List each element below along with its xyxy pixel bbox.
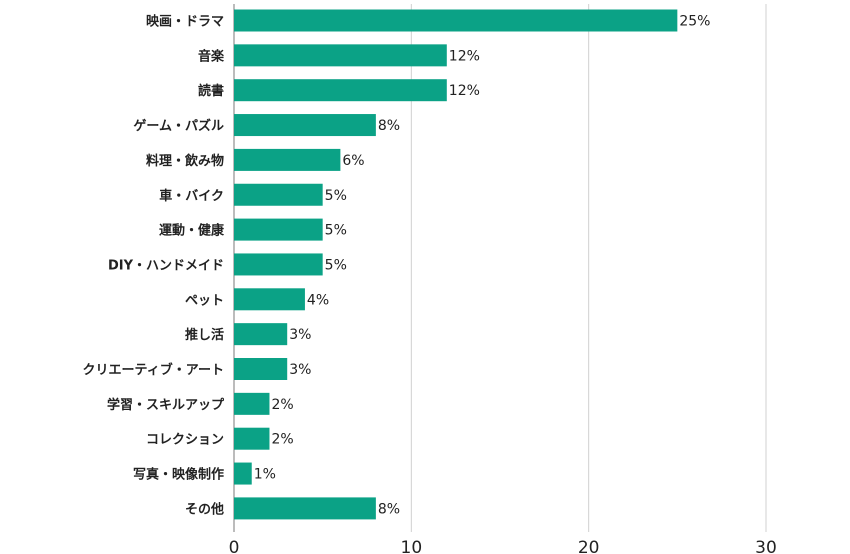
x-tick-label: 30 bbox=[755, 538, 777, 554]
value-label: 8% bbox=[378, 118, 400, 134]
value-label: 2% bbox=[271, 432, 293, 448]
category-label: 料理・飲み物 bbox=[146, 153, 224, 169]
bar bbox=[234, 9, 678, 32]
category-label: その他 bbox=[185, 501, 224, 517]
bar bbox=[234, 253, 323, 276]
bar bbox=[234, 323, 288, 346]
bar bbox=[234, 44, 447, 67]
bar bbox=[234, 427, 270, 450]
bar bbox=[234, 497, 376, 520]
value-label: 3% bbox=[289, 327, 311, 343]
x-axis-ticks: 0 10 20 30 bbox=[229, 538, 777, 554]
category-label: 写真・映像制作 bbox=[133, 467, 224, 483]
value-label: 12% bbox=[449, 83, 480, 99]
category-label: ゲーム・パズル bbox=[133, 118, 224, 134]
value-label: 5% bbox=[325, 188, 347, 204]
category-label: コレクション bbox=[146, 433, 224, 448]
bar bbox=[234, 183, 323, 206]
bar bbox=[234, 218, 323, 241]
value-label: 1% bbox=[254, 467, 276, 483]
bar bbox=[234, 79, 447, 102]
bars bbox=[234, 9, 678, 520]
value-label: 5% bbox=[325, 223, 347, 239]
bar bbox=[234, 358, 288, 380]
category-label: クリエーティブ・アート bbox=[83, 362, 224, 378]
value-label: 25% bbox=[679, 14, 710, 30]
category-label: 推し活 bbox=[185, 327, 224, 343]
bar bbox=[234, 288, 305, 311]
category-label: 運動・健康 bbox=[159, 223, 225, 239]
value-labels: 25% 12% 12% 8% 6% 5% 5% 5% 4% 3% 3% 2% 2% 1% 8% bbox=[254, 14, 711, 518]
bar bbox=[234, 462, 252, 485]
value-label: 6% bbox=[342, 153, 364, 169]
category-label: 車・バイク bbox=[159, 188, 224, 204]
value-label: 5% bbox=[325, 257, 347, 273]
x-tick-label: 0 bbox=[229, 538, 240, 554]
category-label: DIY・ハンドメイド bbox=[108, 258, 224, 273]
x-tick-label: 10 bbox=[401, 538, 423, 554]
value-label: 2% bbox=[271, 397, 293, 413]
x-tick-label: 20 bbox=[578, 538, 600, 554]
value-label: 4% bbox=[307, 292, 329, 308]
value-label: 3% bbox=[289, 362, 311, 378]
category-label: ペット bbox=[185, 293, 224, 308]
category-label: 映画・ドラマ bbox=[146, 14, 224, 30]
bar bbox=[234, 114, 376, 137]
category-label: 音楽 bbox=[198, 48, 225, 64]
value-label: 12% bbox=[449, 48, 480, 64]
bar bbox=[234, 392, 270, 415]
category-label: 学習・スキルアップ bbox=[107, 397, 225, 413]
value-label: 8% bbox=[378, 501, 400, 517]
category-label: 読書 bbox=[198, 83, 224, 99]
bar bbox=[234, 148, 341, 171]
